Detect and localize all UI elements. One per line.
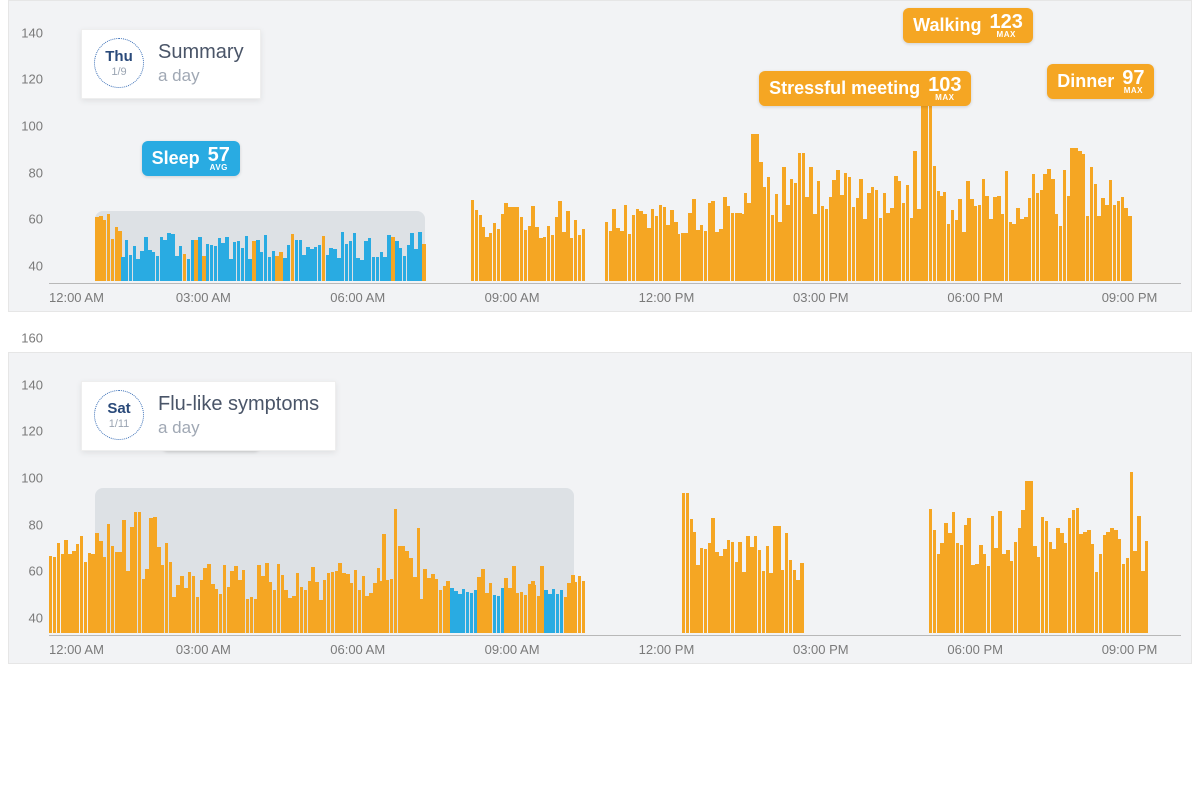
- activity-tag[interactable]: Sleep 57AVG: [142, 141, 240, 176]
- activity-tag[interactable]: Dinner 97MAX: [1047, 64, 1154, 99]
- day-title: Flu-like symptoms: [158, 393, 319, 416]
- activity-tag[interactable]: Walking 123MAX: [903, 8, 1033, 43]
- activity-tag-sub: AVG: [210, 163, 228, 172]
- activity-tag-label: Walking: [913, 15, 981, 36]
- chart-area: 406080100120140160Sleep65AVG12:00 AM03:0…: [9, 353, 1191, 663]
- day-date: 1/11: [109, 418, 130, 430]
- hr-bar: [582, 581, 585, 633]
- activity-tag-sub: MAX: [997, 30, 1016, 39]
- y-tick-label: 40: [29, 611, 43, 626]
- y-tick-label: 100: [21, 119, 43, 134]
- x-tick-label: 06:00 PM: [947, 642, 1003, 657]
- day-of-week: Sat: [107, 401, 130, 416]
- day-circle: Sat 1/11: [94, 390, 144, 440]
- y-tick-label: 140: [21, 377, 43, 392]
- day-circle: Thu 1/9: [94, 38, 144, 88]
- y-tick-label: 160: [21, 331, 43, 346]
- hr-bar: [582, 229, 585, 281]
- x-tick-label: 09:00 AM: [485, 290, 540, 305]
- activity-tag-value: 123: [989, 12, 1022, 32]
- y-tick-label: 80: [29, 165, 43, 180]
- y-tick-label: 100: [21, 471, 43, 486]
- y-tick-label: 60: [29, 212, 43, 227]
- day-summary-badge[interactable]: Thu 1/9 Summarya day: [81, 29, 261, 99]
- y-tick-label: 120: [21, 72, 43, 87]
- x-tick-label: 12:00 PM: [639, 642, 695, 657]
- x-tick-label: 03:00 AM: [176, 642, 231, 657]
- x-tick-label: 12:00 AM: [49, 290, 104, 305]
- hr-bar: [800, 563, 803, 634]
- y-tick-label: 120: [21, 424, 43, 439]
- chart-area: 406080100120140160Sleep57AVGStressful me…: [9, 1, 1191, 311]
- x-tick-label: 06:00 AM: [330, 290, 385, 305]
- y-tick-label: 60: [29, 564, 43, 579]
- hr-bar: [422, 244, 425, 281]
- day-title: Summary: [158, 41, 244, 64]
- x-tick-label: 09:00 PM: [1102, 642, 1158, 657]
- x-tick-label: 09:00 PM: [1102, 290, 1158, 305]
- y-tick-label: 40: [29, 259, 43, 274]
- day-summary-badge[interactable]: Sat 1/11 Flu-like symptomsa day: [81, 381, 336, 451]
- activity-tag-value: 97: [1122, 68, 1144, 88]
- activity-tag-label: Stressful meeting: [769, 78, 920, 99]
- heart-rate-panel: 406080100120140160Sleep57AVGStressful me…: [8, 0, 1192, 312]
- heart-rate-panel: 406080100120140160Sleep65AVG12:00 AM03:0…: [8, 352, 1192, 664]
- day-of-week: Thu: [105, 49, 133, 64]
- day-subtitle: a day: [158, 66, 244, 86]
- x-tick-label: 06:00 PM: [947, 290, 1003, 305]
- hr-bar: [1128, 216, 1131, 281]
- x-tick-label: 12:00 PM: [639, 290, 695, 305]
- activity-tag-label: Sleep: [152, 148, 200, 169]
- activity-tag[interactable]: Stressful meeting 103MAX: [759, 71, 971, 106]
- y-tick-label: 80: [29, 517, 43, 532]
- activity-tag-value: 57: [208, 145, 230, 165]
- y-axis: 406080100120140160: [9, 353, 47, 633]
- day-date: 1/9: [111, 66, 126, 78]
- activity-tag-sub: MAX: [1124, 86, 1143, 95]
- x-tick-label: 12:00 AM: [49, 642, 104, 657]
- activity-tag-label: Dinner: [1057, 71, 1114, 92]
- x-tick-label: 03:00 AM: [176, 290, 231, 305]
- y-axis: 406080100120140160: [9, 1, 47, 281]
- x-axis: 12:00 AM 03:00 AM 06:00 AM 09:00 AM 12:00 PM…: [49, 283, 1181, 311]
- y-tick-label: 140: [21, 25, 43, 40]
- x-tick-label: 09:00 AM: [485, 642, 540, 657]
- day-subtitle: a day: [158, 418, 319, 438]
- x-tick-label: 03:00 PM: [793, 642, 849, 657]
- hr-bar: [1145, 541, 1148, 633]
- x-tick-label: 06:00 AM: [330, 642, 385, 657]
- x-axis: 12:00 AM 03:00 AM 06:00 AM 09:00 AM 12:00 PM…: [49, 635, 1181, 663]
- x-tick-label: 03:00 PM: [793, 290, 849, 305]
- activity-tag-sub: MAX: [935, 93, 954, 102]
- activity-tag-value: 103: [928, 75, 961, 95]
